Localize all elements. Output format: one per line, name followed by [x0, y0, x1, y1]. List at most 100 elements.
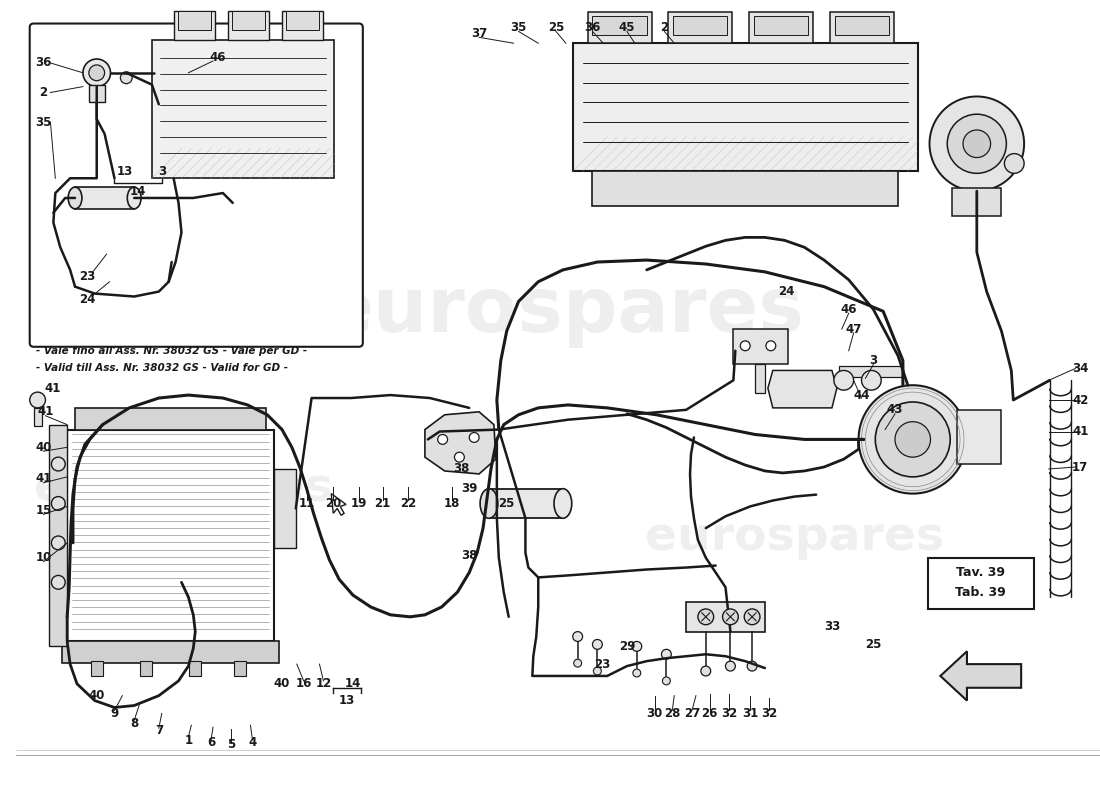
Text: 32: 32 — [722, 707, 738, 720]
Bar — [755, 16, 808, 35]
Text: Tab. 39: Tab. 39 — [956, 586, 1006, 598]
Text: eurospares: eurospares — [34, 466, 333, 511]
Text: 16: 16 — [296, 678, 312, 690]
Circle shape — [661, 650, 671, 659]
Text: eurospares: eurospares — [645, 515, 944, 561]
Text: 33: 33 — [824, 620, 840, 633]
Text: 23: 23 — [79, 270, 95, 283]
Text: 31: 31 — [742, 707, 758, 720]
Circle shape — [861, 370, 881, 390]
Circle shape — [858, 386, 967, 494]
Bar — [673, 16, 727, 35]
Bar — [152, 40, 334, 178]
Text: 25: 25 — [498, 497, 515, 510]
Text: 34: 34 — [1072, 362, 1089, 375]
Text: 41: 41 — [44, 382, 60, 394]
Text: 15: 15 — [35, 504, 52, 517]
Text: 42: 42 — [1072, 394, 1089, 406]
Text: 41: 41 — [37, 406, 54, 418]
Text: 35: 35 — [510, 21, 527, 34]
Bar — [839, 366, 903, 378]
Circle shape — [766, 341, 775, 350]
Circle shape — [470, 433, 480, 442]
Text: 4: 4 — [249, 737, 256, 750]
Text: 21: 21 — [374, 497, 390, 510]
Text: 43: 43 — [887, 403, 903, 416]
Bar — [587, 12, 651, 43]
Circle shape — [1004, 154, 1024, 174]
Text: 47: 47 — [846, 322, 861, 335]
Text: 36: 36 — [35, 57, 52, 70]
Text: 25: 25 — [548, 21, 564, 34]
Bar — [75, 408, 266, 430]
Text: 27: 27 — [684, 707, 700, 720]
Text: 6: 6 — [207, 737, 216, 750]
Bar — [75, 187, 134, 209]
Text: 24: 24 — [779, 285, 795, 298]
Bar — [686, 602, 764, 632]
Circle shape — [834, 370, 854, 390]
Text: 2: 2 — [660, 21, 669, 34]
Polygon shape — [331, 494, 346, 515]
Text: 17: 17 — [1072, 461, 1088, 474]
Text: 37: 37 — [471, 27, 487, 40]
Circle shape — [593, 667, 602, 675]
Circle shape — [82, 59, 110, 86]
Bar — [140, 661, 152, 676]
Text: 41: 41 — [1072, 425, 1089, 438]
Bar — [63, 642, 279, 663]
Bar — [228, 10, 270, 40]
Text: 7: 7 — [155, 724, 163, 737]
Text: 14: 14 — [344, 678, 361, 690]
Bar — [927, 558, 1034, 609]
Circle shape — [895, 422, 931, 457]
Bar — [174, 10, 214, 40]
Text: - Valid till Ass. Nr. 38032 GS - Valid for GD -: - Valid till Ass. Nr. 38032 GS - Valid f… — [35, 363, 287, 374]
Circle shape — [89, 65, 104, 81]
Text: 20: 20 — [326, 497, 341, 510]
Text: 40: 40 — [274, 678, 290, 690]
Circle shape — [52, 457, 65, 471]
Text: 46: 46 — [840, 303, 857, 316]
Text: 38: 38 — [461, 550, 477, 562]
Circle shape — [747, 661, 757, 671]
Ellipse shape — [68, 187, 81, 209]
Text: 39: 39 — [461, 482, 477, 495]
Bar — [34, 408, 42, 426]
Ellipse shape — [480, 489, 498, 518]
Text: 30: 30 — [647, 707, 662, 720]
Text: 3: 3 — [869, 354, 878, 367]
Bar — [233, 661, 245, 676]
Text: 44: 44 — [854, 389, 870, 402]
Text: eurospares: eurospares — [321, 274, 804, 348]
Text: 3: 3 — [157, 165, 166, 178]
Text: 2: 2 — [40, 86, 47, 99]
Bar — [957, 410, 1001, 464]
Text: 22: 22 — [400, 497, 416, 510]
Circle shape — [30, 392, 45, 408]
Text: 26: 26 — [702, 707, 718, 720]
Bar — [189, 661, 201, 676]
Text: 13: 13 — [117, 165, 132, 178]
Circle shape — [740, 341, 750, 350]
Text: 13: 13 — [339, 694, 355, 707]
Bar — [953, 188, 1001, 216]
Text: 11: 11 — [298, 497, 315, 510]
Bar — [274, 469, 296, 548]
Bar — [286, 10, 319, 30]
Circle shape — [120, 72, 132, 84]
Text: 36: 36 — [584, 21, 601, 34]
Circle shape — [723, 609, 738, 625]
Text: 19: 19 — [351, 497, 367, 510]
Bar — [593, 16, 647, 35]
Circle shape — [438, 434, 448, 444]
Circle shape — [701, 666, 711, 676]
Polygon shape — [425, 412, 496, 474]
Text: 25: 25 — [865, 638, 881, 651]
Bar — [749, 12, 813, 43]
Bar — [89, 85, 104, 102]
Circle shape — [52, 536, 65, 550]
Circle shape — [662, 677, 670, 685]
Text: 35: 35 — [35, 115, 52, 129]
Text: 9: 9 — [110, 707, 119, 720]
